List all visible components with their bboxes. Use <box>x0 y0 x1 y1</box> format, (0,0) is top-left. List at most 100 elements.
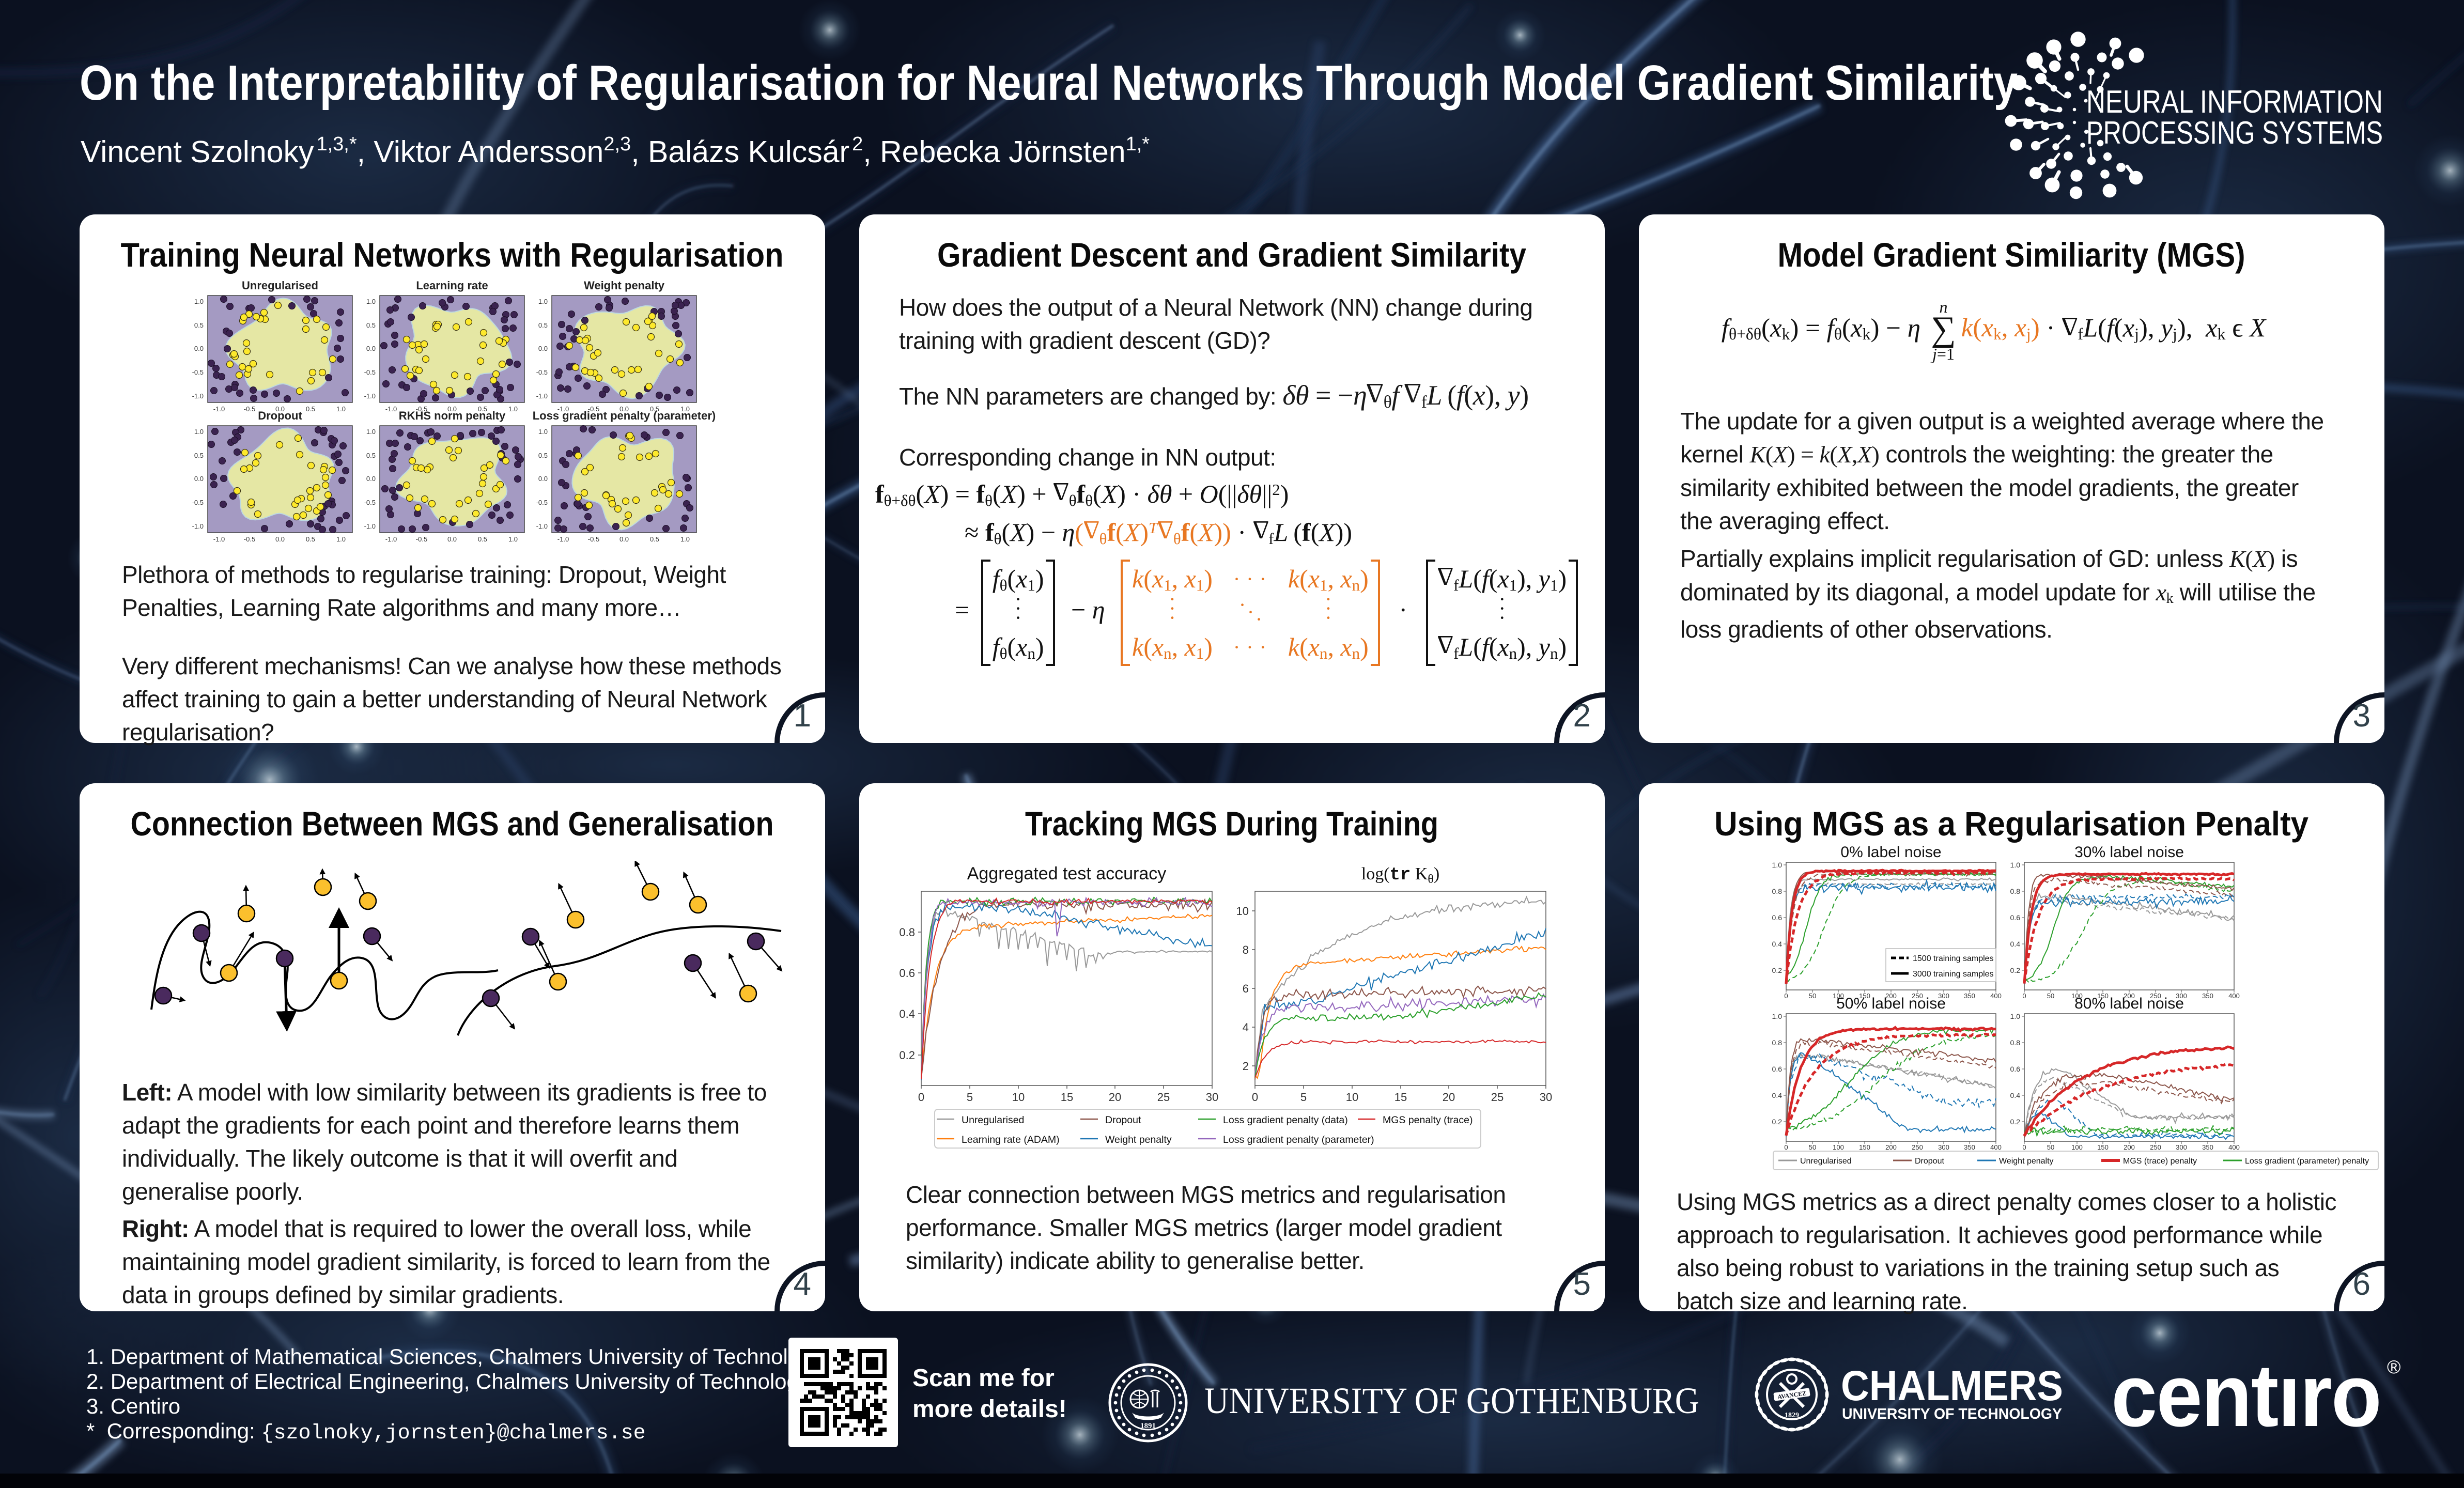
svg-text:NEURAL INFORMATION: NEURAL INFORMATION <box>2086 84 2383 120</box>
svg-text:1.0: 1.0 <box>194 298 204 305</box>
svg-text:0.2: 0.2 <box>2010 1118 2021 1126</box>
svg-text:0.0: 0.0 <box>447 405 457 413</box>
svg-text:150: 150 <box>2097 1143 2109 1151</box>
svg-text:20: 20 <box>1443 1091 1455 1104</box>
svg-text:100: 100 <box>2071 992 2083 1000</box>
svg-text:On the Interpretability of Reg: On the Interpretability of Regularisatio… <box>80 55 2018 111</box>
svg-text:Learning rate (ADAM): Learning rate (ADAM) <box>962 1134 1060 1145</box>
svg-text:0.4: 0.4 <box>899 1008 915 1020</box>
svg-text:-1.0: -1.0 <box>192 522 204 530</box>
svg-text:Unregularised: Unregularised <box>242 279 318 292</box>
svg-text:50: 50 <box>1809 1143 1816 1151</box>
svg-text:400: 400 <box>2228 1143 2240 1151</box>
svg-text:1.0: 1.0 <box>2010 1012 2021 1020</box>
svg-text:UNIVERSITY OF GOTHENBURG: UNIVERSITY OF GOTHENBURG <box>1204 1380 1699 1421</box>
svg-text:300: 300 <box>1938 1143 1949 1151</box>
svg-text:0: 0 <box>918 1091 924 1104</box>
svg-text:-1.0: -1.0 <box>364 392 376 400</box>
svg-text:-1.0: -1.0 <box>192 392 204 400</box>
svg-text:-0.5: -0.5 <box>244 535 255 543</box>
svg-text:Loss gradient penalty (paramet: Loss gradient penalty (parameter) <box>533 409 716 422</box>
svg-text:0.6: 0.6 <box>2010 1065 2021 1073</box>
svg-text:3000 training samples: 3000 training samples <box>1913 970 1994 979</box>
svg-text:25: 25 <box>1157 1091 1170 1104</box>
svg-text:Aggregated test accuracy: Aggregated test accuracy <box>967 864 1167 884</box>
svg-text:Using MGS as a Regularisation: Using MGS as a Regularisation Penalty <box>1714 804 2308 843</box>
svg-text:100: 100 <box>1833 1143 1844 1151</box>
svg-text:Weight penalty: Weight penalty <box>1999 1157 2054 1166</box>
svg-text:1.0: 1.0 <box>2010 861 2021 869</box>
svg-text:0.4: 0.4 <box>1772 940 1783 948</box>
svg-text:MGS (trace) penalty: MGS (trace) penalty <box>2123 1157 2197 1166</box>
svg-text:150: 150 <box>2097 992 2109 1000</box>
svg-text:1.0: 1.0 <box>1772 1012 1783 1020</box>
svg-text:UNIVERSITY OF TECHNOLOGY: UNIVERSITY OF TECHNOLOGY <box>1842 1406 2062 1422</box>
svg-text:Connection Between MGS and Gen: Connection Between MGS and Generalisatio… <box>131 804 774 843</box>
svg-text:0.5: 0.5 <box>306 405 315 413</box>
svg-text:Vincent Szolnoky 1,3,*, Viktor: Vincent Szolnoky 1,3,*, Viktor Andersson… <box>81 133 1150 169</box>
svg-text:centıro: centıro <box>2111 1346 2381 1445</box>
svg-text:1.0: 1.0 <box>336 535 346 543</box>
svg-text:-0.5: -0.5 <box>536 368 548 376</box>
svg-text:0% label noise: 0% label noise <box>1840 844 1941 861</box>
svg-text:0.4: 0.4 <box>2010 940 2021 948</box>
svg-text:0: 0 <box>2022 992 2026 1000</box>
svg-text:100: 100 <box>2071 1143 2083 1151</box>
svg-text:-1.0: -1.0 <box>385 535 397 543</box>
svg-text:250: 250 <box>2150 992 2161 1000</box>
svg-text:1.0: 1.0 <box>680 535 690 543</box>
svg-text:350: 350 <box>1964 992 1975 1000</box>
svg-text:Loss gradient penalty (data): Loss gradient penalty (data) <box>1223 1114 1348 1126</box>
svg-text:0: 0 <box>2022 1143 2026 1151</box>
svg-text:6: 6 <box>1243 982 1249 995</box>
svg-text:20: 20 <box>1109 1091 1121 1104</box>
svg-text:350: 350 <box>2202 1143 2213 1151</box>
svg-text:300: 300 <box>1938 992 1949 1000</box>
svg-text:100: 100 <box>1833 992 1844 1000</box>
svg-text:15: 15 <box>1394 1091 1407 1104</box>
svg-text:1829: 1829 <box>1785 1412 1799 1419</box>
svg-text:1.0: 1.0 <box>538 298 548 305</box>
svg-text:Loss gradient (parameter) pena: Loss gradient (parameter) penalty <box>2245 1157 2369 1166</box>
svg-text:30% label noise: 30% label noise <box>2074 844 2184 861</box>
svg-text:250: 250 <box>2150 1143 2161 1151</box>
svg-text:®: ® <box>2387 1356 2401 1377</box>
svg-text:350: 350 <box>2202 992 2213 1000</box>
svg-text:0.4: 0.4 <box>1772 1091 1783 1099</box>
svg-text:-0.5: -0.5 <box>192 499 204 506</box>
svg-text:Weight penalty: Weight penalty <box>584 279 665 292</box>
svg-text:0.2: 0.2 <box>2010 966 2021 974</box>
svg-text:0.8: 0.8 <box>1772 887 1783 895</box>
svg-text:0.4: 0.4 <box>2010 1091 2021 1099</box>
svg-text:1.0: 1.0 <box>336 405 346 413</box>
svg-text:0.5: 0.5 <box>538 452 548 459</box>
svg-text:15: 15 <box>1061 1091 1073 1104</box>
svg-text:200: 200 <box>2124 1143 2135 1151</box>
svg-text:0.2: 0.2 <box>1772 1118 1783 1126</box>
svg-text:0.0: 0.0 <box>194 475 204 483</box>
svg-text:0.8: 0.8 <box>2010 1038 2021 1047</box>
svg-text:-0.5: -0.5 <box>364 499 376 506</box>
svg-text:0.6: 0.6 <box>1772 1065 1783 1073</box>
svg-text:5: 5 <box>967 1091 973 1104</box>
svg-text:0.0: 0.0 <box>447 535 457 543</box>
svg-text:MGS penalty (trace): MGS penalty (trace) <box>1383 1114 1473 1126</box>
svg-text:-1.0: -1.0 <box>213 535 225 543</box>
svg-text:Dropout: Dropout <box>1915 1157 1944 1166</box>
svg-text:1.0: 1.0 <box>1772 861 1783 869</box>
svg-text:200: 200 <box>2124 992 2135 1000</box>
svg-text:0: 0 <box>1784 992 1788 1000</box>
svg-text:0.6: 0.6 <box>1772 913 1783 922</box>
svg-text:1.0: 1.0 <box>366 428 376 436</box>
svg-text:250: 250 <box>1912 1143 1923 1151</box>
svg-text:0.5: 0.5 <box>366 321 376 329</box>
svg-text:400: 400 <box>1990 1143 2002 1151</box>
svg-text:Weight penalty: Weight penalty <box>1105 1134 1172 1145</box>
svg-text:0.0: 0.0 <box>366 475 376 483</box>
svg-text:0.5: 0.5 <box>366 452 376 459</box>
svg-text:1500 training samples: 1500 training samples <box>1913 954 1994 963</box>
svg-text:0.2: 0.2 <box>1772 966 1783 974</box>
svg-text:0.2: 0.2 <box>899 1049 915 1062</box>
svg-text:0.0: 0.0 <box>538 345 548 352</box>
svg-text:150: 150 <box>1859 1143 1870 1151</box>
